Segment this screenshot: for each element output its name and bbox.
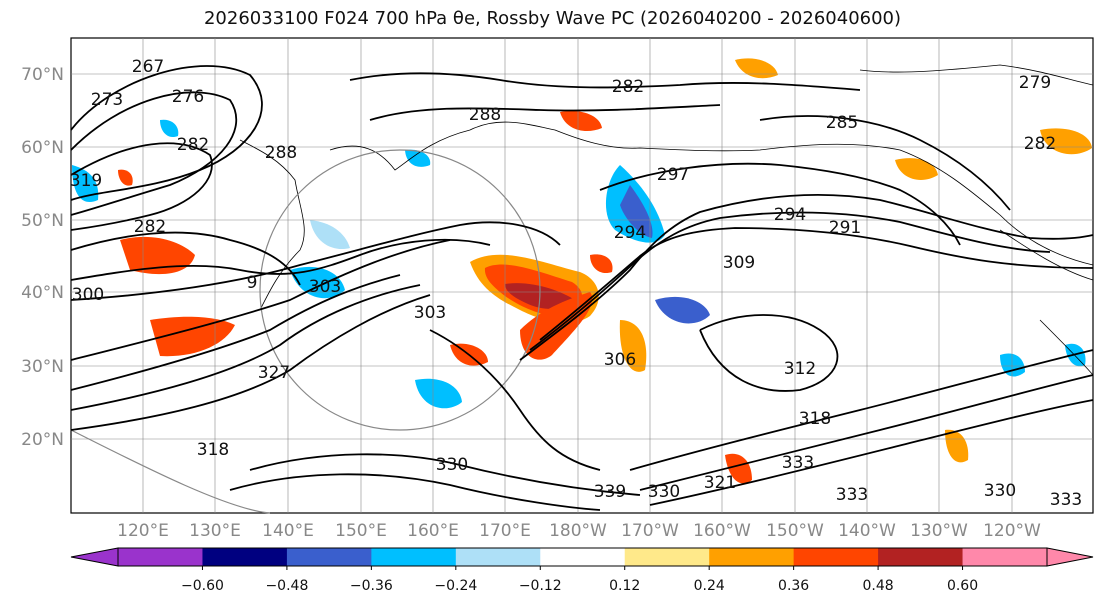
contour-label: 303 xyxy=(414,303,446,323)
colorbar-tick-label: 0.48 xyxy=(863,578,894,594)
lon-label: 150°E xyxy=(335,521,387,541)
contour-label: 282 xyxy=(134,217,166,237)
lat-label: 20°N xyxy=(21,430,64,450)
lon-label: 120°E xyxy=(117,521,169,541)
contour-label: 333 xyxy=(836,485,868,505)
colorbar xyxy=(70,547,1094,567)
lon-label: 140°W xyxy=(838,521,896,541)
colorbar-tick-labels: −0.60 −0.48 −0.36 −0.24 −0.12 0.12 0.24 0.36 0.4… xyxy=(181,566,978,594)
contour-label: 285 xyxy=(826,113,858,133)
colorbar-extend-low xyxy=(70,547,119,567)
colorbar-bin xyxy=(624,548,710,566)
contour-label: 294 xyxy=(774,205,806,225)
lon-label: 160°E xyxy=(407,521,459,541)
contour-label: 9 xyxy=(247,273,258,293)
contour-label: 282 xyxy=(177,135,209,155)
lon-label: 140°E xyxy=(262,521,314,541)
colorbar-bin xyxy=(371,548,457,566)
colorbar-tick-label: −0.24 xyxy=(434,578,477,594)
lon-label: 160°W xyxy=(693,521,751,541)
colorbar-outline xyxy=(117,547,1048,567)
colorbar-extend-high xyxy=(1046,547,1094,567)
contour-label: 318 xyxy=(197,440,229,460)
contour-label: 327 xyxy=(258,363,290,383)
contour-label: 319 xyxy=(70,171,102,191)
contour-label: 282 xyxy=(1024,134,1056,154)
lon-label: 130°W xyxy=(910,521,968,541)
contour-label: 288 xyxy=(469,105,501,125)
contour-label: 330 xyxy=(984,481,1016,501)
great-circle-arcs xyxy=(70,149,541,514)
map-title: 2026033100 F024 700 hPa θe, Rossby Wave … xyxy=(203,8,902,29)
lon-label: 130°E xyxy=(189,521,241,541)
lat-label: 70°N xyxy=(21,65,64,85)
colorbar-tick-label: 0.36 xyxy=(778,578,809,594)
contour-label: 303 xyxy=(309,277,341,297)
colorbar-tick-label: −0.60 xyxy=(181,578,224,594)
contour-label: 297 xyxy=(657,165,689,185)
lon-label: 170°E xyxy=(479,521,531,541)
lat-label: 30°N xyxy=(21,357,64,377)
contour-label: 333 xyxy=(1050,490,1082,510)
colorbar-tick-label: −0.36 xyxy=(350,578,393,594)
longitude-labels: 120°E 130°E 140°E 150°E 160°E 170°E 180°W 170°W… xyxy=(117,521,1041,541)
contour-label: 291 xyxy=(829,218,861,238)
colorbar-bin xyxy=(118,548,203,566)
contour-label: 309 xyxy=(723,253,755,273)
colorbar-bin xyxy=(455,548,541,566)
lat-label: 40°N xyxy=(21,283,64,303)
contour-label: 300 xyxy=(72,285,104,305)
contour-label: 267 xyxy=(132,57,164,77)
lon-label: 170°W xyxy=(621,521,679,541)
colorbar-tick-label: −0.12 xyxy=(519,578,562,594)
contour-label: 333 xyxy=(782,453,814,473)
colorbar-bin xyxy=(793,548,879,566)
lat-label: 60°N xyxy=(21,138,64,158)
contour-label: 339 xyxy=(594,482,626,502)
contour-label: 279 xyxy=(1019,73,1051,93)
contour-label: 318 xyxy=(799,409,831,429)
colorbar-tick-label: 0.12 xyxy=(609,578,640,594)
contour-label: 321 xyxy=(704,473,736,493)
lon-label: 180°W xyxy=(549,521,607,541)
colorbar-bin xyxy=(878,548,964,566)
contour-label: 312 xyxy=(784,359,816,379)
colorbar-tick-label: −0.48 xyxy=(265,578,308,594)
lat-label: 50°N xyxy=(21,211,64,231)
contour-label: 330 xyxy=(436,455,468,475)
colorbar-tick-label: 0.24 xyxy=(694,578,725,594)
lon-label: 120°W xyxy=(983,521,1041,541)
contour-label: 276 xyxy=(172,87,204,107)
contour-label: 282 xyxy=(612,77,644,97)
theta-e-contours xyxy=(70,65,1094,511)
colorbar-bin xyxy=(286,548,372,566)
colorbar-bin xyxy=(540,548,626,566)
colorbar-bin xyxy=(962,548,1048,566)
colorbar-tick-label: 0.60 xyxy=(947,578,978,594)
contour-labels: 267 273 276 282 288 288 282 285 282 279 297 294 291 2… xyxy=(70,57,1082,510)
contour-label: 306 xyxy=(604,350,636,370)
lon-label: 150°W xyxy=(766,521,824,541)
colorbar-bin xyxy=(202,548,288,566)
contour-label: 288 xyxy=(265,143,297,163)
latitude-labels: 70°N 60°N 50°N 40°N 30°N 20°N xyxy=(21,65,64,450)
contour-label: 330 xyxy=(648,482,680,502)
contour-label: 294 xyxy=(614,223,646,243)
anomaly-shading xyxy=(72,58,1092,484)
contour-label: 273 xyxy=(91,90,123,110)
colorbar-bin xyxy=(709,548,795,566)
